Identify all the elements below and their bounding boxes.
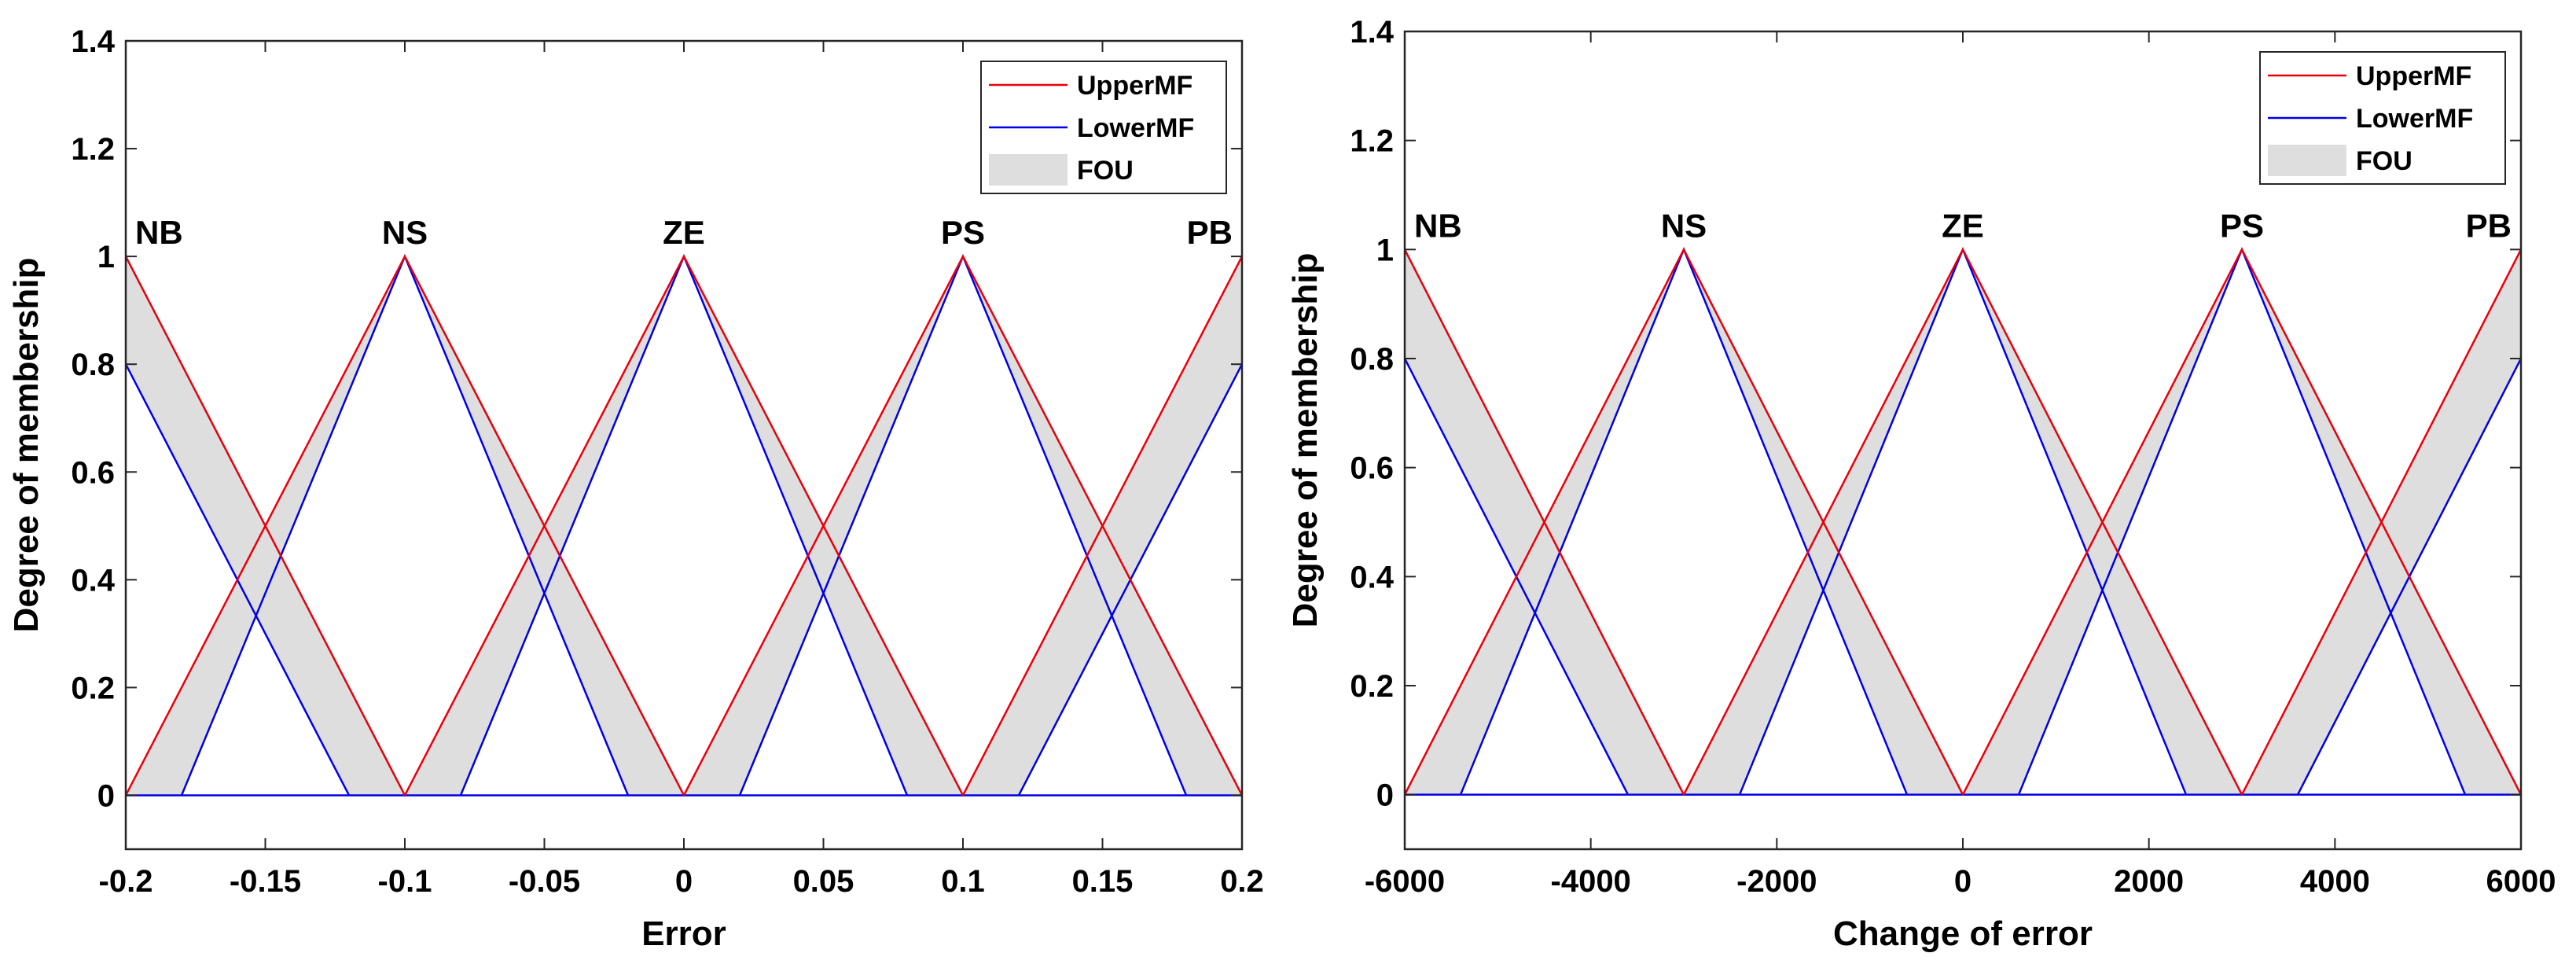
x-tick-label: 0 — [1954, 864, 1972, 899]
x-axis-title: Error — [641, 914, 726, 953]
fou-region-ze — [1684, 249, 2242, 795]
upper-mf-ze — [1682, 247, 2243, 796]
legend: UpperMF LowerMF FOU — [2259, 51, 2506, 185]
y-tick-label: 0.4 — [1350, 560, 1394, 594]
x-axis-title: Change of error — [1833, 914, 2093, 953]
upper-mf-ns — [126, 254, 685, 797]
upper-mf-nb — [1405, 247, 1685, 796]
y-tick-label: 0.8 — [71, 348, 115, 382]
upper-mf-ze — [403, 254, 965, 797]
error-chart: NB NS ZE PS PB -0.2 -0.15 -0.1 -0.05 0 0.05 0.1 0.15… — [7, 24, 1264, 953]
plot-layer — [1405, 247, 2521, 796]
legend-label-uppermf: UpperMF — [1077, 71, 1192, 101]
mf-label-ze: ZE — [1942, 207, 1984, 244]
y-tick-label: 0.6 — [71, 455, 115, 490]
upper-mf-nb — [126, 254, 406, 797]
lower-mf-pb — [2296, 356, 2521, 796]
legend-label-fou: FOU — [2356, 146, 2412, 176]
y-tick-label: 0 — [97, 778, 115, 813]
mf-label-pb: PB — [2466, 207, 2512, 244]
upper-mf-pb — [2240, 247, 2521, 796]
x-tick-label: -0.2 — [99, 864, 153, 899]
legend-swatch-fou — [2268, 145, 2346, 176]
y-axis-title: Degree of membership — [7, 258, 46, 633]
y-tick-label: 0.2 — [1350, 669, 1394, 704]
fou-region-ns — [126, 256, 684, 796]
mf-label-pb: PB — [1187, 214, 1233, 251]
fou-region-ns — [1405, 249, 1963, 795]
fou-region-ze — [405, 256, 963, 796]
mf-label-nb: NB — [135, 214, 183, 251]
legend-label-uppermf: UpperMF — [2356, 61, 2471, 91]
x-tick-label: 0.05 — [793, 864, 854, 899]
plot-layer — [126, 253, 1242, 797]
x-tick-label: -4000 — [1551, 864, 1631, 899]
x-tick-label: 6000 — [2486, 864, 2556, 899]
change-of-error-chart: NB NS ZE PS PB -6000 -4000 -2000 0 2000 4000 6000 0 0… — [1286, 15, 2556, 953]
y-tick-label: 1 — [97, 240, 115, 274]
y-tick-label: 1.4 — [71, 24, 115, 59]
y-tick-label: 0.8 — [1350, 342, 1394, 377]
fou-region-ps — [684, 256, 1242, 796]
x-tick-label: 0 — [675, 864, 693, 899]
mf-label-ze: ZE — [663, 214, 705, 251]
legend-swatch-fou — [989, 154, 1068, 186]
x-tick-label: 4000 — [2300, 864, 2370, 899]
x-tick-label: -6000 — [1365, 864, 1445, 899]
mf-label-nb: NB — [1414, 207, 1462, 244]
x-tick-label: -0.1 — [378, 864, 432, 899]
x-tick-label: -0.05 — [509, 864, 580, 899]
legend-label-lowermf: LowerMF — [1077, 113, 1194, 143]
mf-label-ns: NS — [1661, 207, 1707, 244]
lower-mf-nb — [1405, 356, 1630, 796]
lower-mf-pb — [1017, 362, 1242, 797]
mf-label-ps: PS — [2220, 207, 2264, 244]
x-tick-label: 0.15 — [1072, 864, 1134, 899]
y-tick-label: 0.6 — [1350, 451, 1394, 486]
y-tick-label: 1.4 — [1350, 15, 1394, 50]
y-tick-label: 1.2 — [71, 132, 115, 167]
x-tick-label: 0.1 — [941, 864, 985, 899]
mf-label-ps: PS — [941, 214, 985, 251]
upper-mf-ps — [682, 254, 1242, 797]
x-tick-label: 2000 — [2114, 864, 2184, 899]
x-tick-label: -2000 — [1736, 864, 1817, 899]
legend: UpperMF LowerMF FOU — [980, 61, 1227, 194]
lower-mf-nb — [126, 362, 351, 797]
y-axis-title: Degree of membership — [1286, 253, 1325, 628]
y-tick-label: 0 — [1376, 778, 1394, 813]
y-tick-label: 1.2 — [1350, 124, 1394, 159]
fou-region-ps — [1963, 249, 2521, 795]
y-tick-label: 0.4 — [71, 563, 115, 598]
x-tick-label: -0.15 — [230, 864, 301, 899]
upper-mf-pb — [961, 254, 1242, 797]
legend-label-lowermf: LowerMF — [2356, 104, 2473, 134]
mf-label-ns: NS — [382, 214, 428, 251]
upper-mf-ns — [1405, 247, 1964, 796]
y-tick-label: 1 — [1376, 233, 1394, 267]
x-tick-label: 0.2 — [1220, 864, 1264, 899]
legend-label-fou: FOU — [1077, 156, 1134, 186]
y-tick-label: 0.2 — [71, 671, 115, 705]
upper-mf-ps — [1961, 247, 2521, 796]
